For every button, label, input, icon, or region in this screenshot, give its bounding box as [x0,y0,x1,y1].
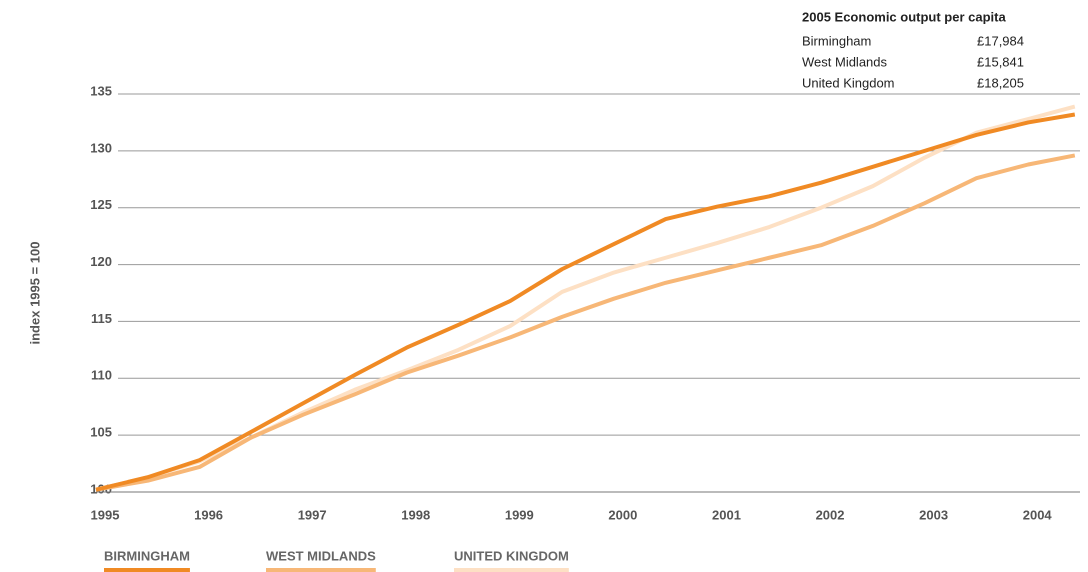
y-tick-label: 120 [90,254,112,269]
y-axis-label: index 1995 = 100 [27,242,42,345]
series-line [95,104,1076,492]
table-label: United Kingdom [802,75,895,90]
x-tick-label: 2001 [712,507,741,522]
x-tick-label: 2004 [1023,507,1053,522]
table-value: £17,984 [977,33,1024,48]
x-tick-label: 1997 [298,507,327,522]
y-tick-label: 130 [90,140,112,155]
legend-label: BIRMINGHAM [104,548,190,563]
x-tick-label: 2002 [816,507,845,522]
y-tick-label: 110 [91,368,112,383]
x-tick-label: 1998 [401,507,430,522]
table-title: 2005 Economic output per capita [802,9,1006,24]
y-tick-label: 105 [90,425,112,440]
x-tick-label: 1995 [91,507,120,522]
x-tick-label: 1996 [194,507,223,522]
y-tick-label: 125 [90,197,112,212]
y-tick-label: 135 [90,83,112,98]
legend-label: UNITED KINGDOM [454,548,569,563]
x-tick-label: 2000 [608,507,637,522]
legend-label: WEST MIDLANDS [266,548,376,563]
table-label: Birmingham [802,33,871,48]
table-value: £18,205 [977,75,1024,90]
series-line [95,153,1076,492]
table-label: West Midlands [802,54,888,69]
x-tick-label: 1999 [505,507,534,522]
table-value: £15,841 [977,54,1024,69]
x-tick-label: 2003 [919,507,948,522]
series-line [95,112,1076,492]
y-tick-label: 115 [91,311,112,326]
